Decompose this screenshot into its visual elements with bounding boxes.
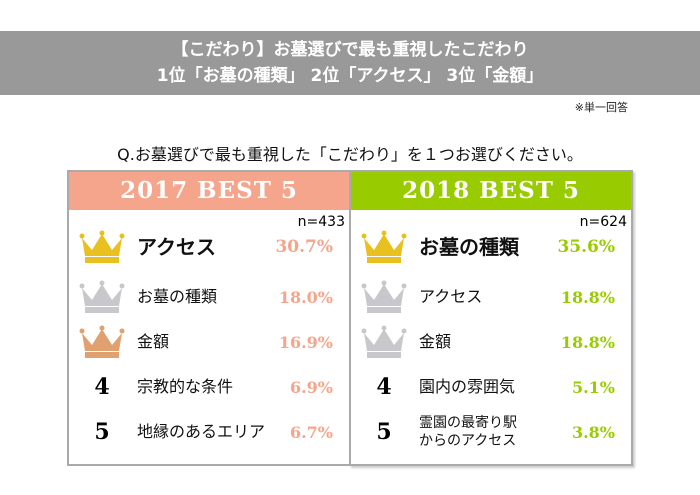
gold-crown-icon [359, 230, 409, 264]
item-label: お墓の種類 [137, 287, 218, 306]
rank-number: 4 [94, 374, 110, 400]
question-text: Q.お墓選びで最も重視した「こだわり」を１つお選びください。 [117, 145, 583, 164]
ranking-row: アクセス 30.7% [69, 227, 349, 267]
panel-header: 2017 BEST 5 [69, 172, 349, 210]
ranking-row: 金額 18.8% [351, 322, 631, 362]
banner-line2: 1位「お墓の種類」 2位「アクセス」 3位「金額」 [156, 66, 544, 86]
item-percent: 18.8% [560, 287, 615, 307]
item-percent: 6.9% [289, 377, 333, 397]
ranking-row: お墓の種類 18.0% [69, 277, 349, 317]
rank-number: 5 [376, 419, 392, 445]
item-label: アクセス [419, 287, 483, 306]
ranking-panel-2017: 2017 BEST 5 n=433 アクセス 30.7% お墓の種類 18.0% 金額 16.… [67, 170, 351, 466]
ranking-row: 5 地縁のあるエリア 6.7% [69, 412, 349, 452]
sample-size: n=433 [297, 214, 345, 230]
panel-header: 2018 BEST 5 [351, 172, 631, 210]
banner-line1: 【こだわり】お墓選びで最も重視したこだわり [171, 40, 529, 60]
item-label: お墓の種類 [419, 235, 519, 259]
rank-number: 4 [376, 374, 392, 400]
item-percent: 6.7% [289, 422, 333, 442]
rank-number: 5 [94, 419, 110, 445]
silver-crown-icon [359, 280, 409, 314]
item-label: 園内の雰囲気 [419, 377, 516, 396]
gold-crown-icon [77, 230, 127, 264]
item-label: 金額 [137, 332, 170, 351]
item-percent: 18.0% [278, 287, 333, 307]
bronze-crown-icon [77, 325, 127, 359]
item-label: アクセス [137, 235, 216, 259]
item-label: 地縁のあるエリア [137, 422, 266, 441]
silver-crown-icon [359, 325, 409, 359]
item-label: 宗教的な条件 [137, 377, 234, 396]
silver-crown-icon [77, 280, 127, 314]
sample-size: n=624 [579, 214, 627, 230]
ranking-row: 4 宗教的な条件 6.9% [69, 367, 349, 407]
item-percent: 5.1% [571, 377, 615, 397]
item-percent: 35.6% [557, 237, 615, 257]
ranking-row: 5 霊園の最寄り駅 からのアクセス 3.8% [351, 412, 631, 452]
item-percent: 16.9% [278, 332, 333, 352]
title-banner: 【こだわり】お墓選びで最も重視したこだわり 1位「お墓の種類」 2位「アクセス」… [0, 31, 700, 95]
item-percent: 18.8% [560, 332, 615, 352]
ranking-row: 金額 16.9% [69, 322, 349, 362]
ranking-row: お墓の種類 35.6% [351, 227, 631, 267]
item-percent: 30.7% [275, 237, 333, 257]
item-label: 霊園の最寄り駅 からのアクセス [419, 415, 517, 449]
item-percent: 3.8% [571, 422, 615, 442]
item-label: 金額 [419, 332, 452, 351]
ranking-panel-2018: 2018 BEST 5 n=624 お墓の種類 35.6% アクセス 18.8% 金額 18.… [349, 170, 633, 466]
ranking-row: アクセス 18.8% [351, 277, 631, 317]
ranking-row: 4 園内の雰囲気 5.1% [351, 367, 631, 407]
single-answer-note: ※単一回答 [574, 101, 628, 114]
